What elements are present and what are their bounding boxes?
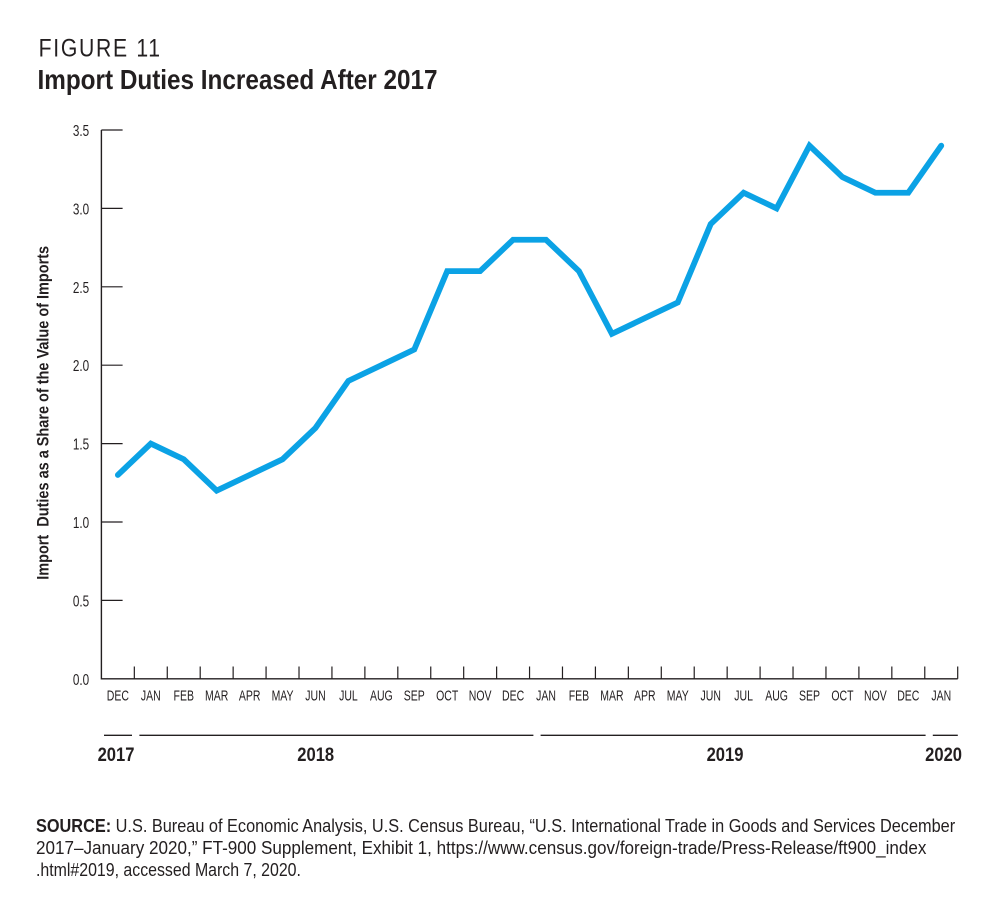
svg-text:DEC: DEC	[502, 687, 524, 704]
svg-text:OCT: OCT	[831, 687, 853, 704]
svg-text:MAR: MAR	[205, 687, 228, 704]
svg-text:MAY: MAY	[667, 687, 689, 704]
svg-text:JAN: JAN	[536, 687, 556, 704]
svg-text:JAN: JAN	[931, 687, 951, 704]
svg-text:3.0: 3.0	[73, 200, 89, 218]
svg-text:JUL: JUL	[339, 687, 358, 704]
svg-text:NOV: NOV	[864, 687, 887, 704]
svg-text:JUL: JUL	[734, 687, 753, 704]
svg-text:JUN: JUN	[700, 687, 720, 704]
svg-text:Import Duties as a Share of t: Import Duties as a Share of the Value of…	[35, 246, 53, 580]
svg-text:SEP: SEP	[404, 687, 425, 704]
svg-text:FEB: FEB	[174, 687, 194, 704]
svg-text:0.0: 0.0	[73, 670, 89, 688]
svg-text:Import Duties Increased After: Import Duties Increased After 2017	[38, 63, 438, 95]
svg-text:1.0: 1.0	[73, 513, 89, 531]
svg-text:0.5: 0.5	[73, 592, 89, 610]
svg-text:2.5: 2.5	[73, 278, 89, 296]
svg-text:APR: APR	[634, 687, 656, 704]
svg-text:.html#2019, accessed March 7,: .html#2019, accessed March 7, 2020.	[36, 859, 301, 880]
svg-text:2017: 2017	[98, 744, 135, 766]
svg-text:JAN: JAN	[141, 687, 161, 704]
svg-text:AUG: AUG	[765, 687, 788, 704]
svg-text:JUN: JUN	[305, 687, 325, 704]
svg-text:DEC: DEC	[107, 687, 129, 704]
svg-text:OCT: OCT	[436, 687, 458, 704]
svg-text:AUG: AUG	[370, 687, 393, 704]
svg-text:SOURCE: U.S. Bureau of Economi: SOURCE: U.S. Bureau of Economic Analysis…	[36, 815, 955, 836]
svg-text:2017–January 2020,” FT-900 Sup: 2017–January 2020,” FT-900 Supplement, E…	[36, 837, 927, 859]
svg-text:FEB: FEB	[569, 687, 589, 704]
svg-text:APR: APR	[239, 687, 261, 704]
svg-text:3.5: 3.5	[73, 121, 89, 139]
svg-text:FIGURE 11: FIGURE 11	[39, 34, 162, 62]
svg-text:1.5: 1.5	[73, 435, 89, 453]
svg-text:DEC: DEC	[897, 687, 919, 704]
svg-text:2.0: 2.0	[73, 356, 89, 374]
svg-text:2020: 2020	[925, 744, 962, 766]
svg-text:2018: 2018	[297, 744, 334, 766]
svg-text:NOV: NOV	[469, 687, 492, 704]
svg-text:MAY: MAY	[272, 687, 294, 704]
svg-text:2019: 2019	[707, 744, 744, 766]
svg-text:MAR: MAR	[600, 687, 623, 704]
svg-text:SEP: SEP	[799, 687, 820, 704]
